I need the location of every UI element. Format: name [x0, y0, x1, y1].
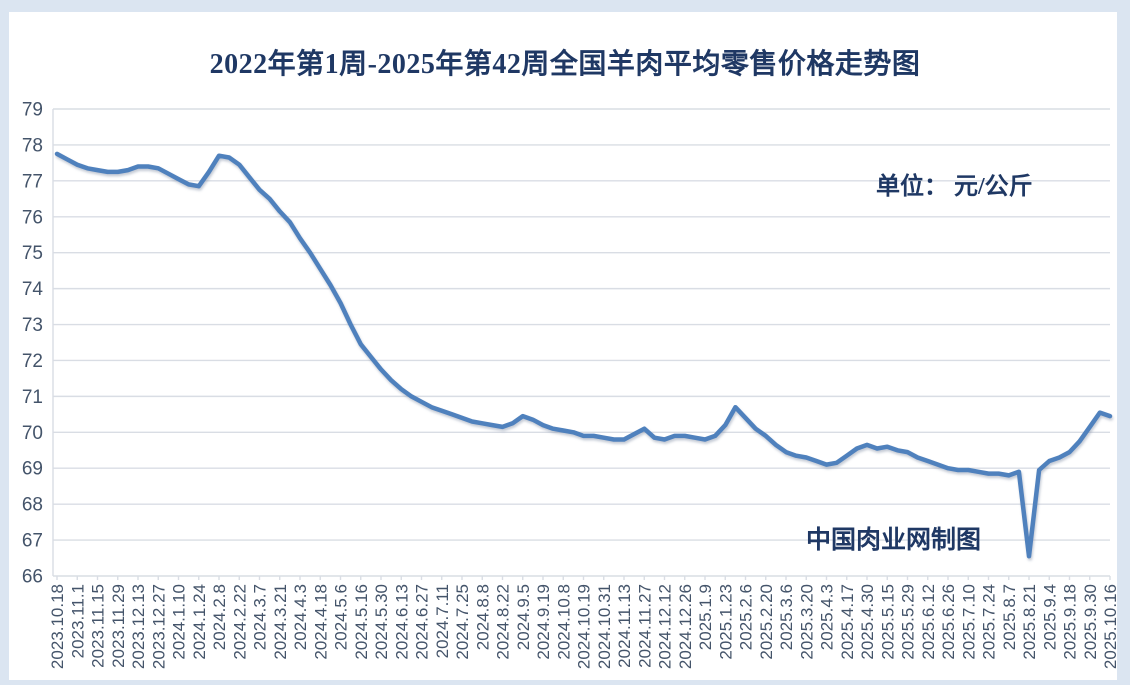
x-axis-tick-label: 2024.12.26	[676, 584, 695, 669]
x-axis-tick-label: 2025.7.24	[980, 584, 999, 660]
x-axis-tick-label: 2025.9.30	[1081, 584, 1100, 660]
x-axis-tick-label: 2024.8.8	[473, 584, 492, 650]
y-axis-tick-label: 76	[22, 207, 43, 228]
y-axis-tick-label: 77	[22, 171, 43, 192]
x-axis-tick-label: 2025.5.29	[899, 584, 918, 660]
x-axis-tick-label: 2024.8.22	[494, 584, 513, 660]
x-axis-tick-label: 2024.5.16	[352, 584, 371, 660]
x-axis-tick-label: 2025.4.30	[858, 584, 877, 660]
x-axis-tick-label: 2025.8.21	[1020, 584, 1039, 660]
price-line-series-group	[54, 151, 1113, 559]
x-axis-tick-label: 2024.5.6	[332, 584, 351, 650]
x-axis-tick-label: 2023.12.13	[129, 584, 148, 669]
x-axis-tick-label: 2025.3.6	[777, 584, 796, 650]
x-axis-tick-label: 2024.11.27	[635, 584, 654, 668]
x-axis-tick-label: 2024.4.3	[291, 584, 310, 650]
x-axis-tick-label: 2025.2.20	[757, 584, 776, 660]
x-axis-tick-label: 2024.7.11	[433, 584, 452, 658]
x-axis-tick-label: 2024.7.25	[453, 584, 472, 660]
price-trend-line	[54, 151, 1113, 559]
x-axis-tick-label: 2025.9.4	[1040, 584, 1059, 650]
x-axis-tick-label: 2023.12.27	[149, 584, 168, 669]
x-axis-tick-label: 2024.12.12	[656, 584, 675, 669]
x-axis-tick-label: 2023.10.18	[48, 584, 67, 669]
x-axis-tick-label: 2025.3.20	[797, 584, 816, 660]
y-axis-tick-label: 78	[22, 135, 43, 156]
x-axis-tick-label: 2025.1.9	[696, 584, 715, 650]
y-axis-tick-label: 67	[22, 531, 43, 552]
x-axis-tick-label: 2024.1.24	[190, 584, 209, 660]
x-axis-tick-label: 2024.10.8	[554, 584, 573, 660]
y-axis-tick-label: 70	[22, 423, 43, 444]
x-axis-tick-label: 2024.6.13	[392, 584, 411, 660]
x-axis-tick-label: 2025.9.18	[1061, 584, 1080, 660]
x-axis-tick-label: 2025.8.7	[1000, 584, 1019, 650]
x-axis-tick-label: 2024.3.7	[251, 584, 270, 650]
y-axis-tick-label: 73	[22, 315, 43, 336]
x-axis-tick-label: 2024.11.13	[615, 584, 634, 668]
y-axis-tick-label: 79	[22, 100, 43, 121]
x-axis-tick-label: 2023.11.29	[109, 584, 128, 668]
watermark-credit: 中国肉业网制图	[806, 527, 982, 554]
x-axis-tick-label: 2025.2.6	[737, 584, 756, 650]
x-axis-tick-label: 2025.6.26	[939, 584, 958, 660]
x-axis-tick-label: 2024.10.19	[575, 584, 594, 669]
x-axis-tick-label: 2024.2.8	[210, 584, 229, 650]
y-axis-tick-label: 69	[22, 459, 43, 480]
chart-title: 2022年第1周-2025年第42周全国羊肉平均零售价格走势图	[209, 49, 921, 80]
x-axis-tick-label: 2023.11.1	[68, 584, 87, 658]
gridlines-group	[52, 108, 1110, 577]
page-border-left	[0, 0, 9, 685]
x-axis-tick-label: 2024.3.21	[271, 584, 290, 660]
x-axis-tick-label: 2024.2.22	[230, 584, 249, 660]
x-axis-tick-label: 2025.1.23	[716, 584, 735, 660]
x-axis-tick-label: 2024.1.10	[170, 584, 189, 660]
x-axis-tick-label: 2025.5.15	[878, 584, 897, 660]
y-axis-tick-label: 68	[22, 495, 43, 516]
y-axis-tick-label: 75	[22, 243, 43, 264]
y-axis-tick-label: 74	[22, 279, 44, 300]
axis-ticks-group	[56, 576, 1111, 580]
x-axis-tick-label: 2024.9.5	[514, 584, 533, 650]
page-border-bottom	[0, 680, 1130, 685]
x-axis-tick-label: 2025.7.10	[959, 584, 978, 660]
x-axis-tick-label: 2024.6.27	[413, 584, 432, 660]
y-axis-labels-group: 66 67 68 69 70 71 72 73 74 75 76 77 78 79	[22, 100, 44, 588]
page-border-right	[1117, 0, 1130, 685]
x-axis-tick-label: 2025.6.12	[919, 584, 938, 660]
x-axis-tick-label: 2025.4.17	[838, 584, 857, 660]
page-border-top	[0, 0, 1130, 12]
x-axis-tick-label: 2023.11.15	[89, 584, 108, 668]
unit-label: 单位： 元/公斤	[876, 174, 1033, 200]
x-axis-tick-label: 2024.10.31	[595, 584, 614, 669]
x-axis-tick-label: 2024.5.30	[372, 584, 391, 660]
x-axis-tick-label: 2024.9.19	[534, 584, 553, 660]
y-axis-tick-label: 72	[22, 351, 43, 372]
x-axis-tick-label: 2024.4.18	[311, 584, 330, 660]
x-axis-tick-label: 2025.10.16	[1101, 584, 1120, 669]
x-axis-labels-group: 2023.10.18 2023.11.1 2023.11.15 2023.11.29 2…	[48, 584, 1120, 669]
y-axis-tick-label: 71	[22, 387, 43, 408]
y-axis-tick-label: 66	[22, 567, 43, 588]
x-axis-tick-label: 2025.4.3	[818, 584, 837, 650]
